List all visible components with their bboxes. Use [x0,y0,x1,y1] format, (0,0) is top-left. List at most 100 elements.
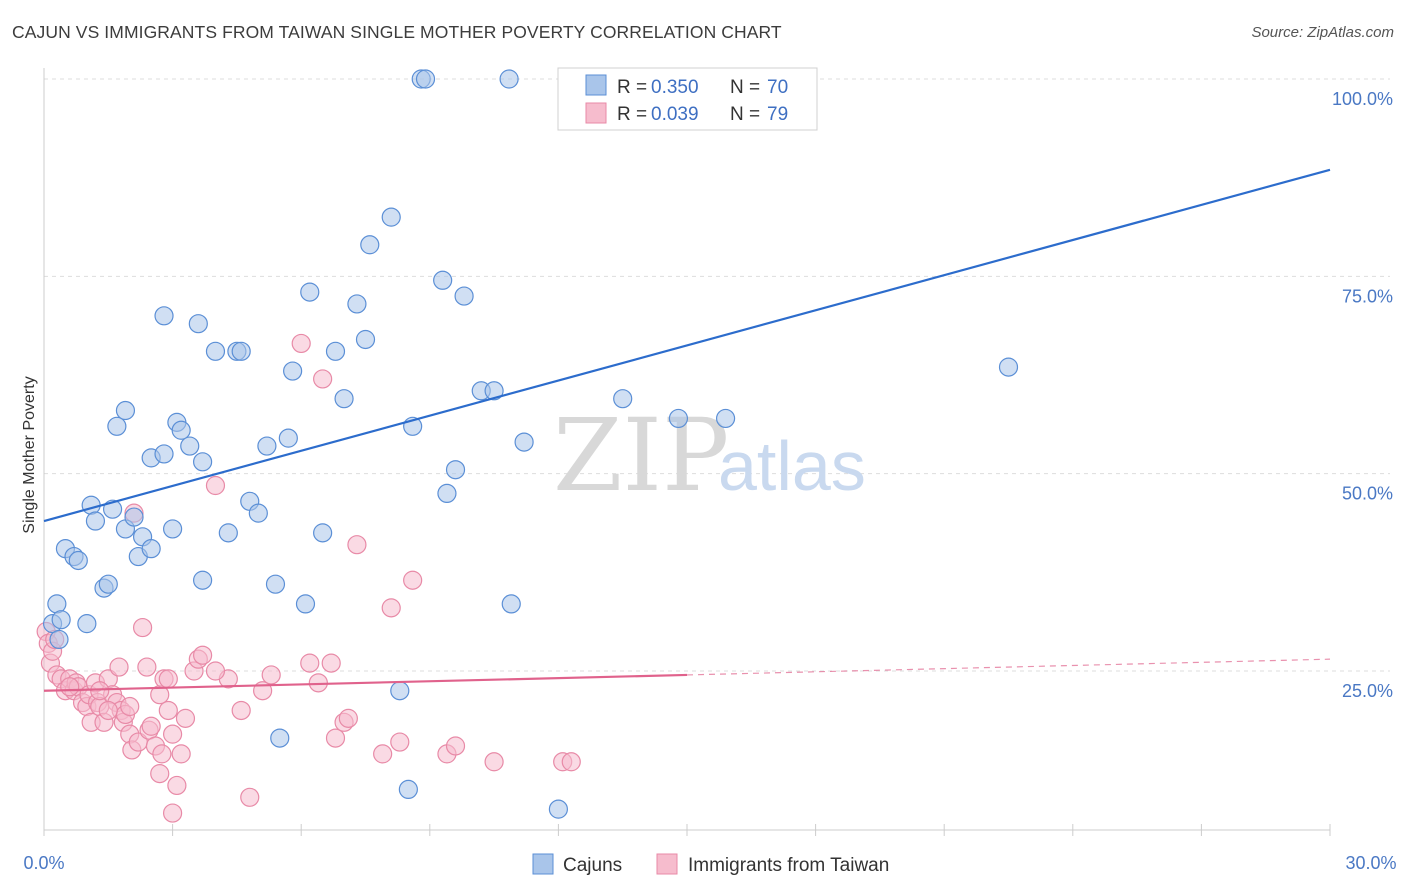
cajun-point-12 [102,499,123,519]
correlation-legend: R = 0.350 N = 70 R = 0.039 N = 79 [557,67,818,131]
y-tick-label-75: 75.0% [1342,286,1393,306]
cajun-point-35 [248,503,268,523]
taiwan-point-58 [325,728,346,748]
legend-cajun-n-label: N = [730,77,760,98]
x-tick-label-min: 0.0% [23,853,64,873]
cajun-point-55 [433,270,453,290]
cajun-points [42,69,1019,819]
taiwan-point-32 [137,657,157,677]
taiwan-point-75 [60,677,80,697]
cajun-point-31 [218,523,238,543]
cajun-point-45 [334,389,354,409]
taiwan-point-60 [338,708,358,728]
cajun-point-58 [454,286,474,306]
taiwan-point-78 [158,669,178,689]
taiwan-point-31 [132,617,153,638]
cajun-point-21 [154,444,174,464]
bottom-legend-swatch-taiwan [656,853,678,875]
taiwan-point-62 [373,744,393,764]
taiwan-point-53 [291,333,311,354]
taiwan-point-46 [193,645,213,665]
cajun-point-38 [270,728,290,748]
taiwan-point-65 [403,570,423,590]
bottom-legend-cajuns: Cajuns [563,855,622,876]
cajun-point-16 [124,507,144,527]
cajun-point-29 [193,452,213,472]
cajun-point-43 [313,523,333,543]
taiwan-point-64 [390,732,410,752]
taiwan-point-50 [240,787,260,807]
x-tick-label-max: 30.0% [1345,853,1396,873]
taiwan-trendline [43,673,688,692]
source-label: Source: ZipAtlas.com [1251,24,1394,41]
cajun-point-2 [49,629,69,650]
series-legend: Cajuns Immigrants from Taiwan [532,853,889,876]
watermark-zip: ZIP [553,397,729,514]
cajun-point-27 [188,314,208,334]
cajun-point-66 [668,408,689,429]
taiwan-trendline-extension [686,658,1331,676]
legend-cajun-r-label: R = [617,77,647,98]
cajun-point-48 [360,235,380,255]
taiwan-point-71 [150,764,170,784]
taiwan-point-74 [98,700,118,721]
cajun-point-14 [115,400,136,421]
legend-cajun-r-value: 0.350 [651,77,699,98]
cajun-point-56 [437,483,457,503]
cajun-trendline [43,168,1331,523]
taiwan-point-39 [158,700,178,721]
legend-swatch-cajun [585,74,607,96]
cajun-point-46 [347,294,367,314]
cajun-point-11 [98,574,118,594]
taiwan-point-72 [163,803,183,823]
taiwan-point-76 [120,696,140,717]
taiwan-point-47 [205,475,226,496]
cajun-point-13 [107,416,127,436]
cajun-point-37 [265,574,286,594]
watermark-atlas: atlas [718,427,866,505]
cajun-point-39 [278,428,298,448]
taiwan-point-57 [321,653,341,673]
taiwan-point-52 [261,665,281,685]
y-tick-label-25: 25.0% [1342,681,1393,701]
cajun-point-44 [325,341,346,361]
y-tick-labels: 25.0% 50.0% 75.0% 100.0% [1332,89,1393,701]
cajun-point-57 [445,460,466,480]
cajun-point-47 [355,329,376,350]
taiwan-point-49 [231,700,251,721]
cajun-point-54 [415,69,436,89]
cajun-point-67 [715,408,736,429]
trendlines [43,168,1331,692]
legend-swatch-taiwan [585,102,607,124]
cajun-point-25 [171,420,191,440]
taiwan-point-56 [313,369,333,389]
cajun-point-60 [484,381,504,401]
cajun-point-9 [85,511,106,531]
cajun-point-33 [231,341,251,361]
cajun-point-63 [548,799,569,819]
chart-title: CAJUN VS IMMIGRANTS FROM TAIWAN SINGLE M… [12,22,782,42]
taiwan-point-68 [484,752,504,772]
cajun-point-28 [193,570,213,590]
cajun-point-22 [154,306,174,326]
taiwan-point-23 [109,657,129,677]
taiwan-point-67 [445,736,466,756]
taiwan-point-70 [561,752,581,772]
legend-cajun-n-value: 70 [767,77,788,98]
cajun-point-30 [205,341,226,361]
cajun-point-36 [257,436,277,456]
y-tick-label-100: 100.0% [1332,89,1393,109]
cajun-point-49 [381,207,401,227]
gridlines [44,78,1390,672]
taiwan-point-73 [90,681,110,701]
legend-taiwan-n-label: N = [730,104,760,125]
cajun-point-41 [295,594,316,614]
taiwan-point-63 [381,598,401,618]
taiwan-point-77 [205,661,226,681]
cajun-point-7 [77,614,97,634]
cajun-point-50 [390,681,410,701]
cajun-point-23 [163,519,183,539]
y-tick-label-50: 50.0% [1342,484,1393,504]
cajun-point-68 [998,357,1019,377]
